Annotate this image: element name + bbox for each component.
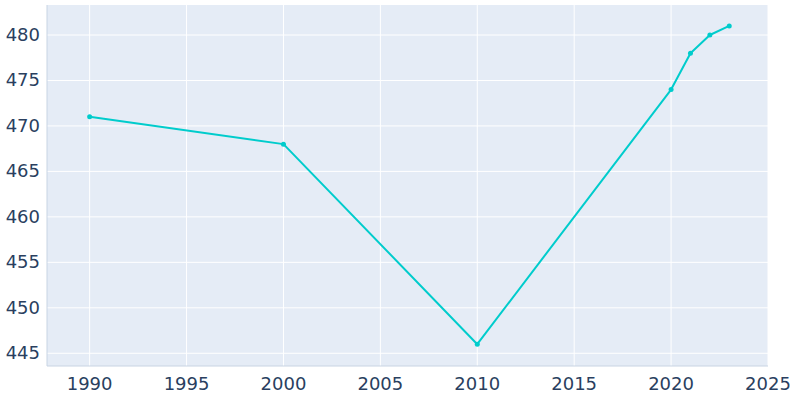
data-point: [281, 142, 286, 147]
y-tick-label: 475: [6, 69, 40, 90]
data-point: [669, 87, 674, 92]
chart-container: 1990 1995 2000 2005 2010 2015 2020 2025 445 450 45…: [0, 0, 800, 400]
x-grid-line: [380, 5, 381, 366]
data-point: [688, 51, 693, 56]
y-grid-line: [47, 307, 768, 308]
grid: [47, 5, 768, 366]
x-tick-label: 2000: [261, 373, 307, 394]
y-grid-line: [47, 262, 768, 263]
y-tick-label: 455: [6, 251, 40, 272]
x-tick-label: 2020: [648, 373, 694, 394]
data-point: [87, 114, 92, 119]
y-tick-label: 470: [6, 115, 40, 136]
x-grid-line: [574, 5, 575, 366]
x-grid-line: [671, 5, 672, 366]
y-grid-line: [47, 35, 768, 36]
y-tick-label: 465: [6, 160, 40, 181]
chart-svg: 1990 1995 2000 2005 2010 2015 2020 2025 445 450 45…: [0, 0, 800, 400]
x-tick-label: 2010: [454, 373, 500, 394]
data-group: [87, 23, 732, 346]
x-grid-line: [768, 5, 769, 366]
y-grid-line: [47, 80, 768, 81]
y-tick-label: 480: [6, 24, 40, 45]
data-line: [90, 26, 730, 344]
data-point: [727, 23, 732, 28]
plot-background: [47, 5, 768, 366]
y-axis-line: [47, 5, 48, 366]
data-point: [475, 342, 480, 347]
x-tick-label: 2005: [357, 373, 403, 394]
x-grid-line: [186, 5, 187, 366]
y-tick-label: 450: [6, 297, 40, 318]
x-tick-label: 1990: [67, 373, 113, 394]
y-grid-line: [47, 353, 768, 354]
x-tick-label: 1995: [164, 373, 210, 394]
y-grid-line: [47, 216, 768, 217]
tick-labels: 1990 1995 2000 2005 2010 2015 2020 2025 445 450 45…: [6, 24, 791, 394]
y-tick-label: 445: [6, 342, 40, 363]
y-tick-label: 460: [6, 206, 40, 227]
x-tick-label: 2025: [745, 373, 791, 394]
x-grid-line: [89, 5, 90, 366]
x-tick-label: 2015: [551, 373, 597, 394]
x-grid-line: [283, 5, 284, 366]
x-axis-line: [47, 366, 768, 367]
x-grid-line: [477, 5, 478, 366]
data-point: [707, 33, 712, 38]
y-grid-line: [47, 171, 768, 172]
